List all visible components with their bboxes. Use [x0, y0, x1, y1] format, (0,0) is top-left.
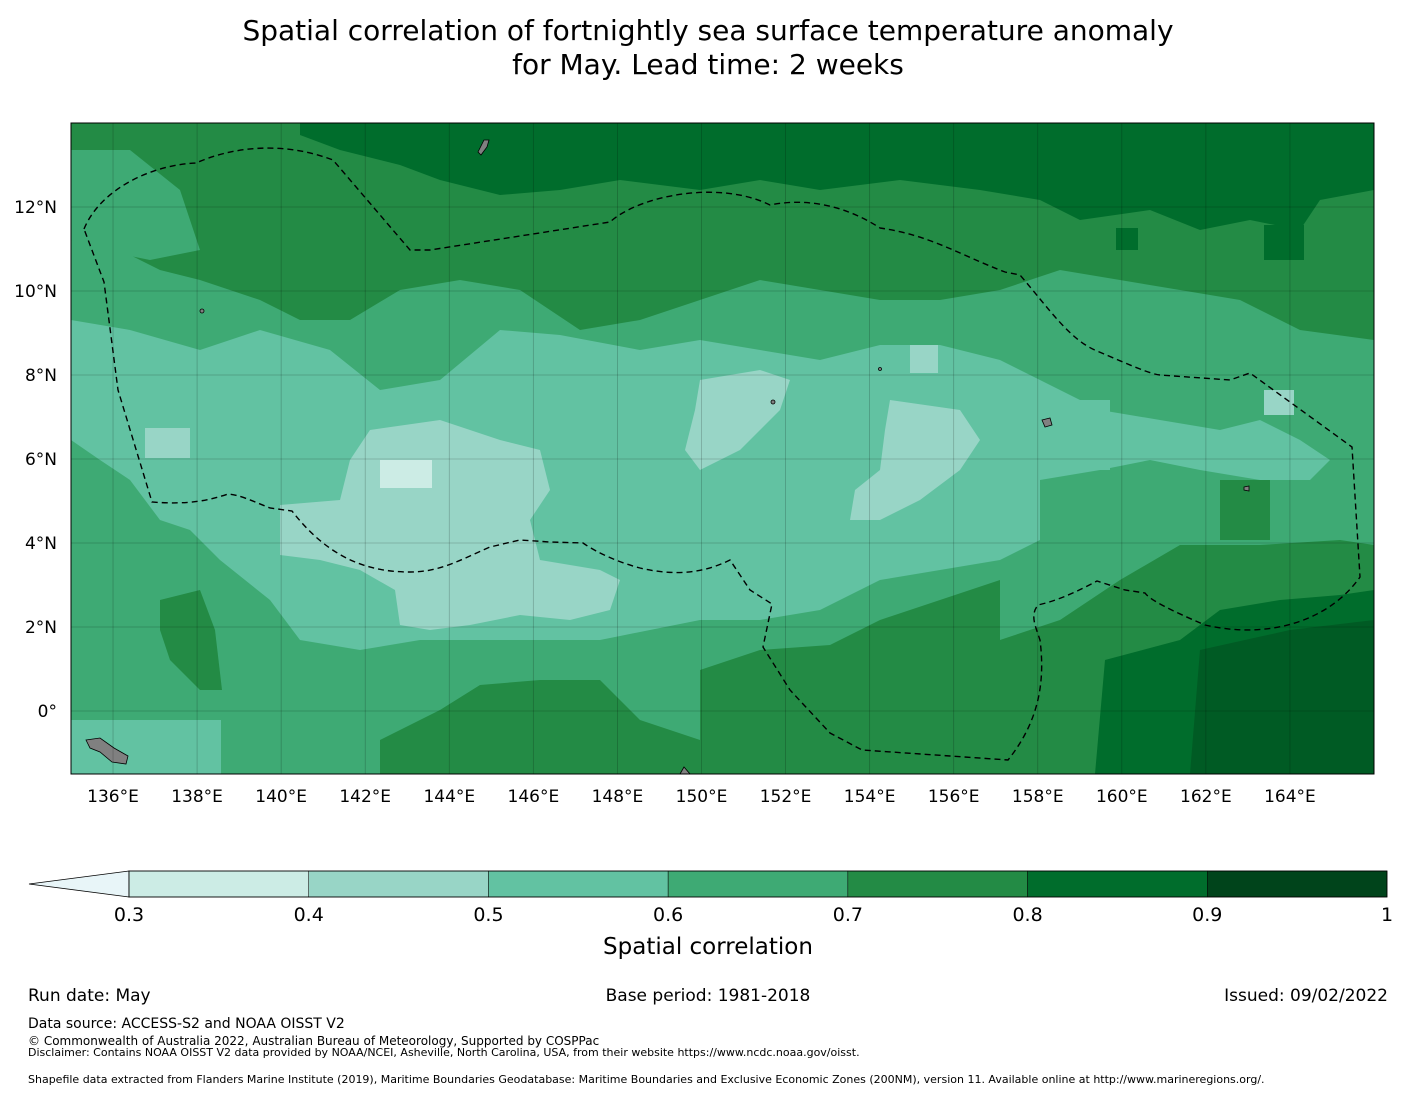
- band-sw-0.7: [160, 590, 222, 690]
- patch-north-0.8a: [1264, 225, 1304, 260]
- lon-tick-label: 158°E: [1012, 787, 1064, 807]
- copyright: © Commonwealth of Australia 2022, Austra…: [28, 1034, 600, 1048]
- colorbar-box: [847, 870, 1028, 898]
- band-west-0.6a: [71, 150, 200, 260]
- lat-tick-label: 2°N: [25, 618, 57, 638]
- colorbar: 0.3 0.4 0.5 0.6 0.7 0.8 0.9 1 Spatial correlati…: [28, 870, 1393, 960]
- band-central-0.4c: [850, 400, 980, 520]
- lon-tick-label: 150°E: [676, 787, 728, 807]
- patch-lightest-0.3: [380, 460, 432, 488]
- island-kosrae: [1243, 485, 1250, 492]
- lon-tick-label: 138°E: [171, 787, 223, 807]
- colorbar-box: [308, 870, 489, 898]
- land-new-guinea-north: [85, 737, 129, 765]
- colorbar-box: [1207, 870, 1388, 898]
- base-period: Base period: 1981-2018: [605, 986, 811, 1006]
- colorbar-labels: 0.3 0.4 0.5 0.6 0.7 0.8 0.9 1: [114, 904, 1393, 926]
- band-central-0.4a: [280, 420, 620, 630]
- colorbar-level-label: 0.8: [1012, 904, 1042, 926]
- island-dot-2: [770, 399, 776, 405]
- lon-tick-label: 142°E: [339, 787, 391, 807]
- colorbar-extend-min: [28, 870, 130, 898]
- colorbar-title: Spatial correlation: [603, 934, 813, 960]
- patch-north-0.8b: [1116, 228, 1138, 250]
- colorbar-box: [128, 870, 309, 898]
- disclaimer: Disclaimer: Contains NOAA OISST V2 data …: [28, 1046, 860, 1059]
- band-se-0.9: [1190, 620, 1374, 774]
- colorbar-boxes: [128, 870, 1388, 898]
- colorbar-box: [488, 870, 669, 898]
- patch-mid-0.4: [910, 345, 938, 373]
- lon-tick-label: 148°E: [592, 787, 644, 807]
- band-se-0.8: [1095, 590, 1374, 774]
- colorbar-level-label: 0.4: [294, 904, 324, 926]
- lat-tick-label: 10°N: [14, 282, 57, 302]
- colorbar-box: [1027, 870, 1208, 898]
- lat-tick-label: 0°: [38, 702, 57, 722]
- patch-central-0.5b: [1040, 400, 1110, 470]
- title-line-1: Spatial correlation of fortnightly sea s…: [242, 14, 1174, 47]
- band-south-0.7: [380, 680, 700, 774]
- band-central-0.4b: [685, 370, 790, 470]
- island-dot-1: [199, 308, 205, 314]
- land-features: [85, 139, 1250, 775]
- band-north-0.8: [300, 123, 1374, 230]
- eez-boundary: [83, 147, 1361, 761]
- lon-tick-label: 162°E: [1180, 787, 1232, 807]
- lat-tick-label: 4°N: [25, 534, 57, 554]
- chart-title: Spatial correlation of fortnightly sea s…: [0, 14, 1416, 82]
- lon-tick-label: 152°E: [760, 787, 812, 807]
- correlation-field: [71, 123, 1374, 774]
- lon-tick-label: 146°E: [508, 787, 560, 807]
- island-guam: [477, 139, 490, 156]
- island-dot-3: [878, 367, 882, 371]
- lat-tick-label: 12°N: [14, 198, 57, 218]
- shapefile-credit: Shapefile data extracted from Flanders M…: [28, 1073, 1265, 1086]
- lon-tick-label: 156°E: [928, 787, 980, 807]
- run-date: Run date: May: [28, 986, 151, 1006]
- lat-tick-label: 8°N: [25, 366, 57, 386]
- map-frame: [70, 122, 1375, 775]
- lat-tick-label: 6°N: [25, 450, 57, 470]
- data-source: Data source: ACCESS-S2 and NOAA OISST V2: [28, 1016, 345, 1032]
- colorbar-level-label: 1: [1381, 904, 1393, 926]
- lon-tick-label: 160°E: [1096, 787, 1148, 807]
- colorbar-level-label: 0.9: [1192, 904, 1222, 926]
- lat-tick-labels: 12°N 10°N 8°N 6°N 4°N 2°N 0°: [14, 198, 57, 722]
- lon-tick-label: 136°E: [87, 787, 139, 807]
- colorbar-level-label: 0.3: [114, 904, 144, 926]
- title-line-2: for May. Lead time: 2 weeks: [512, 48, 904, 81]
- lon-tick-label: 144°E: [423, 787, 475, 807]
- lon-tick-labels: 136°E 138°E 140°E 142°E 144°E 146°E 148°E 150°E…: [87, 787, 1316, 807]
- map-grid: [71, 123, 1374, 774]
- patch-west-0.4: [145, 428, 190, 458]
- colorbar-box: [667, 870, 849, 898]
- lon-tick-label: 140°E: [255, 787, 307, 807]
- colorbar-level-label: 0.7: [833, 904, 863, 926]
- lon-tick-label: 164°E: [1264, 787, 1316, 807]
- colorbar-level-label: 0.6: [653, 904, 683, 926]
- lon-tick-label: 154°E: [844, 787, 896, 807]
- colorbar-frame: [128, 870, 1388, 898]
- colorbar-level-label: 0.5: [473, 904, 503, 926]
- issued-date: Issued: 09/02/2022: [1224, 986, 1388, 1006]
- island-pohnpei: [1041, 417, 1053, 428]
